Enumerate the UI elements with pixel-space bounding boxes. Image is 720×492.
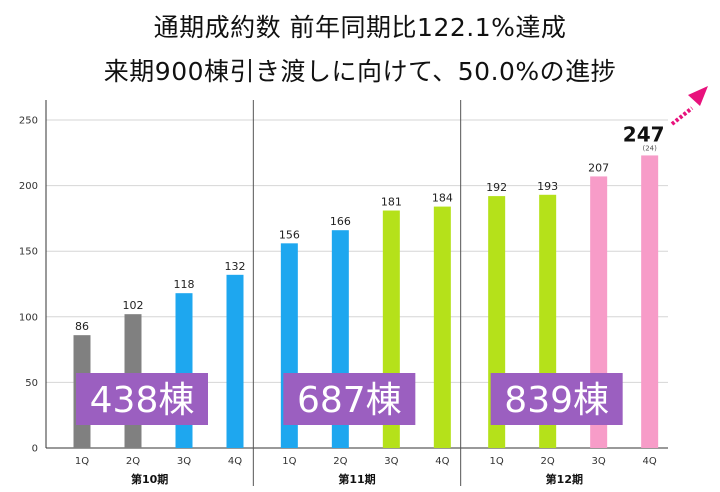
trend-arrow-head — [688, 86, 708, 106]
x-tick-label: 1Q — [282, 456, 296, 467]
bar-value-label: 166 — [330, 215, 351, 228]
bar-value-label: 86 — [75, 320, 89, 333]
y-tick-label: 250 — [19, 116, 38, 127]
x-tick-label: 2Q — [126, 456, 140, 467]
bar-value-label: 156 — [279, 228, 300, 241]
period-total-box — [490, 373, 623, 425]
x-tick-label: 1Q — [490, 456, 504, 467]
bar-value-label: 247 — [623, 122, 665, 146]
bar-value-label: 207 — [588, 161, 609, 174]
bar-value-label: 132 — [225, 260, 246, 273]
y-tick-label: 150 — [19, 247, 38, 258]
y-tick-label: 0 — [32, 444, 38, 455]
x-tick-label: 3Q — [384, 456, 398, 467]
x-tick-label: 4Q — [643, 456, 657, 467]
x-tick-label: 3Q — [592, 456, 606, 467]
bar-value-label: 192 — [486, 181, 507, 194]
period-total-label: 438棟 — [90, 380, 195, 421]
bar — [641, 155, 659, 448]
y-tick-label: 200 — [19, 181, 38, 192]
y-tick-label: 100 — [19, 312, 38, 323]
x-tick-label: 4Q — [228, 456, 242, 467]
x-tick-label: 2Q — [541, 456, 555, 467]
x-tick-label: 4Q — [435, 456, 449, 467]
x-tick-label: 1Q — [75, 456, 89, 467]
bar — [226, 274, 244, 448]
title-line-2: 来期900棟引き渡しに向けて、50.0%の進捗 — [103, 57, 617, 86]
bar-value-label: 118 — [174, 278, 195, 291]
period-total-label: 839棟 — [504, 380, 609, 421]
bar-value-label: 193 — [537, 180, 558, 193]
y-tick-label: 50 — [25, 378, 38, 389]
x-tick-label: 2Q — [333, 456, 347, 467]
bar-value-label: 184 — [432, 192, 453, 205]
bar-sub-label: (24) — [642, 144, 657, 152]
x-tick-label: 3Q — [177, 456, 191, 467]
period-total-box — [76, 373, 208, 425]
period-label: 第11期 — [338, 472, 375, 486]
title-line-1: 通期成約数 前年同期比122.1%達成 — [153, 13, 567, 42]
bar — [433, 206, 451, 448]
bar-value-label: 102 — [123, 299, 144, 312]
period-label: 第10期 — [131, 472, 168, 486]
bar-value-label: 181 — [381, 196, 402, 209]
period-total-box — [283, 373, 416, 425]
period-total-label: 687棟 — [297, 380, 402, 421]
period-label: 第12期 — [546, 472, 583, 486]
trend-arrow-shaft — [670, 106, 694, 126]
